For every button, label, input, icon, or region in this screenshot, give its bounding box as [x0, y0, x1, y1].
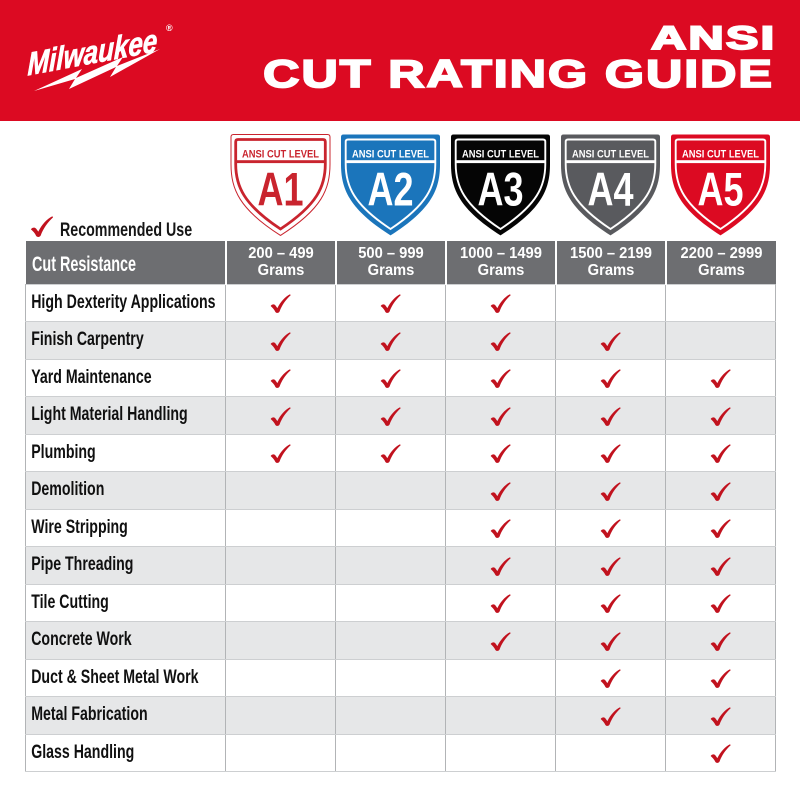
svg-text:ANSI CUT LEVEL: ANSI CUT LEVEL — [352, 148, 429, 160]
svg-text:A3: A3 — [477, 162, 523, 215]
svg-text:A5: A5 — [697, 162, 743, 215]
svg-text:ANSI CUT LEVEL: ANSI CUT LEVEL — [242, 148, 319, 160]
svg-text:®: ® — [166, 23, 173, 33]
svg-text:ANSI CUT LEVEL: ANSI CUT LEVEL — [462, 148, 539, 160]
svg-text:A4: A4 — [587, 162, 633, 215]
svg-text:ANSI CUT LEVEL: ANSI CUT LEVEL — [572, 148, 649, 160]
svg-text:A2: A2 — [367, 162, 413, 215]
svg-text:A1: A1 — [257, 162, 303, 215]
svg-text:ANSI CUT LEVEL: ANSI CUT LEVEL — [682, 148, 759, 160]
